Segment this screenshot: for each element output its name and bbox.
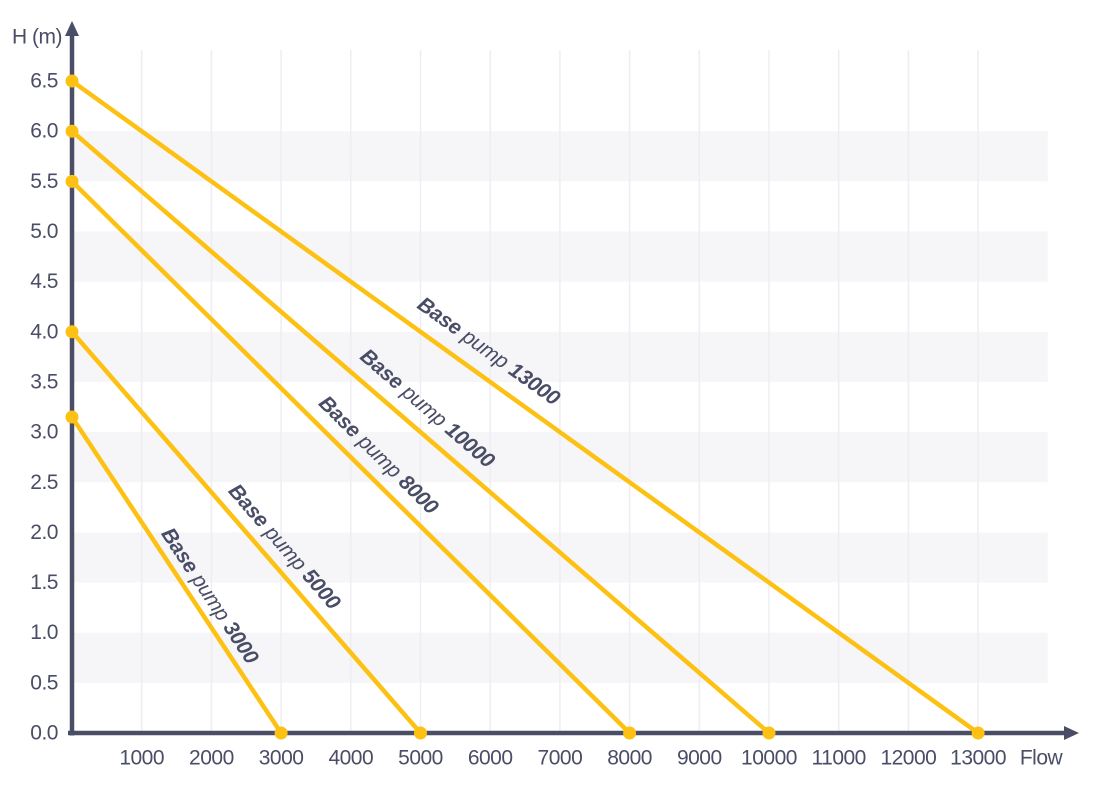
series-label-brand: Base [224,479,274,532]
x-tick-label: 5000 [398,747,443,770]
data-point-marker-base-pump-10000 [762,726,776,740]
x-tick-label: 12000 [880,747,936,770]
x-axis-arrowhead-icon [1064,726,1079,740]
data-point-marker-base-pump-13000 [65,74,79,88]
data-point-marker-base-pump-3000 [274,726,288,740]
y-tick-label: 3.0 [30,421,58,444]
data-point-marker-base-pump-8000 [65,174,79,188]
x-tick-label: 6000 [468,747,513,770]
y-tick-label: 2.0 [30,521,58,544]
series-line-base-pump-10000 [69,128,772,736]
y-tick-label: 4.0 [30,320,58,343]
x-tick-label: 7000 [538,747,583,770]
y-tick-label: 5.0 [30,220,58,243]
x-tick-label: 11000 [812,747,866,770]
x-tick-label: 9000 [677,747,722,770]
y-tick-label: 6.5 [30,70,58,93]
y-tick-label: 1.0 [30,621,58,644]
data-point-marker-base-pump-3000 [65,410,79,424]
x-tick-label: 4000 [328,747,373,770]
x-axis-title: Flow [1020,747,1064,770]
x-tick-label: 3000 [259,747,304,770]
y-tick-label: 1.5 [30,571,58,594]
data-point-marker-base-pump-13000 [971,726,985,740]
y-tick-label: 0.0 [30,722,58,745]
y-tick-label: 5.5 [30,170,58,193]
y-axis-title: H (m) [12,26,62,49]
series-line-base-pump-3000 [69,414,284,736]
series-line-base-pump-8000 [69,179,632,736]
data-point-marker-base-pump-10000 [65,124,79,138]
y-tick-label: 3.5 [30,370,58,393]
y-tick-label: 0.5 [30,671,58,694]
data-point-marker-base-pump-8000 [623,726,637,740]
y-tick-label: 4.5 [30,270,58,293]
y-tick-label: 6.0 [30,120,58,143]
series-line-base-pump-13000 [69,78,981,736]
data-point-marker-base-pump-5000 [65,325,79,339]
y-tick-label: 2.5 [30,471,58,494]
series-line-base-pump-5000 [69,329,423,736]
x-tick-label: 2000 [189,747,234,770]
data-point-marker-base-pump-5000 [414,726,427,740]
x-tick-label: 13000 [950,747,1006,770]
x-tick-label: 10000 [741,747,797,770]
x-tick-label: 1000 [119,747,164,770]
x-tick-label: 8000 [607,747,652,770]
series-label-word: pump [397,379,452,431]
y-axis-arrowhead-icon [65,21,79,36]
